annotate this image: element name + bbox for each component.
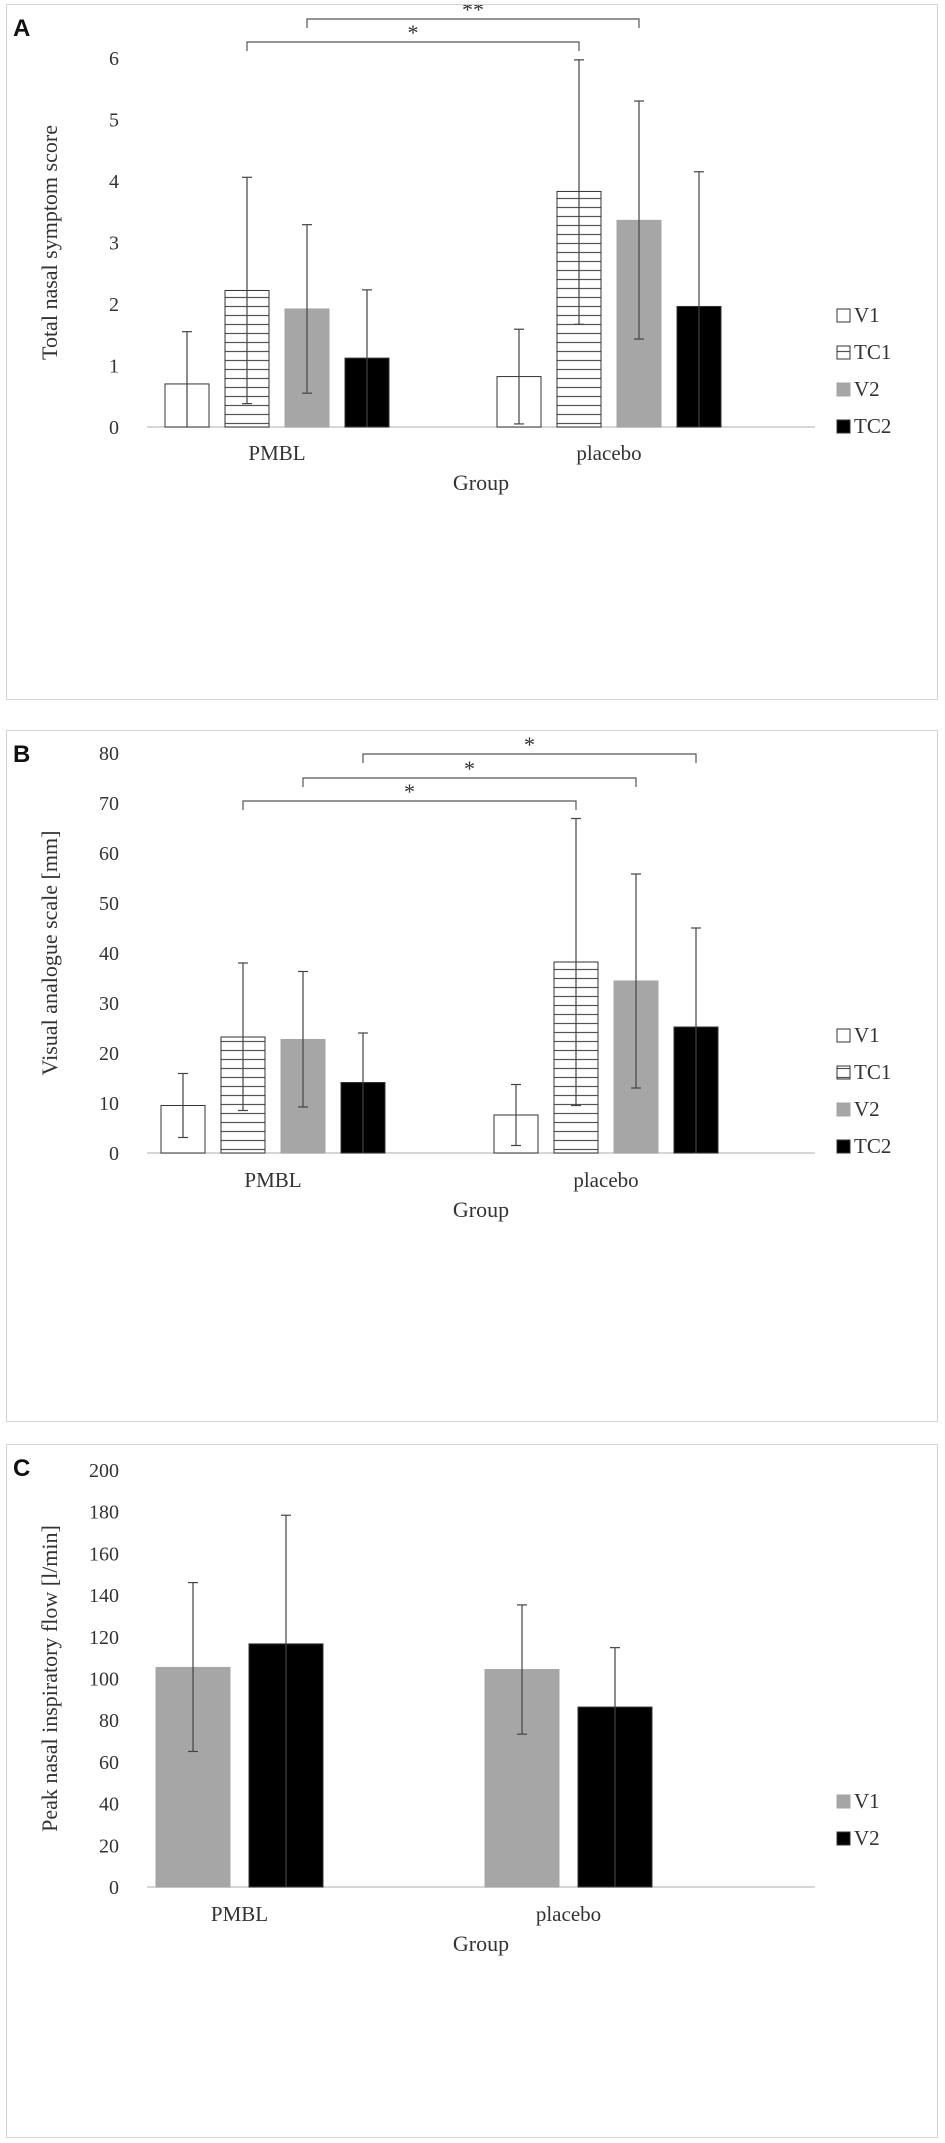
- legend-swatch-tc1: [836, 345, 851, 360]
- y-tick-label: 20: [99, 1043, 119, 1065]
- x-axis-title: Group: [453, 1931, 509, 1956]
- legend-label: TC2: [854, 1134, 891, 1158]
- category-label: placebo: [536, 1902, 601, 1926]
- legend-label: TC2: [854, 414, 891, 438]
- y-tick-label: 140: [89, 1585, 119, 1607]
- significance-bracket: [242, 800, 577, 810]
- category-label: PMBL: [211, 1902, 268, 1926]
- legend-swatch-tc2: [836, 419, 851, 434]
- category-label: placebo: [573, 1168, 638, 1192]
- y-tick-label: 1: [109, 356, 119, 378]
- legend-label: V2: [854, 1826, 880, 1850]
- y-tick-label: 4: [109, 171, 119, 193]
- y-tick-label: 6: [109, 48, 119, 70]
- y-tick-label: 2: [109, 294, 119, 316]
- significance-bracket: [306, 18, 640, 28]
- x-axis-title: Group: [453, 1197, 509, 1222]
- panel-b: B 0 10 20 30 40 50 60 70 80 PMBL placebo Group Visua…: [6, 730, 938, 1422]
- panel-letter: C: [13, 1455, 31, 1482]
- significance-bracket: [362, 753, 697, 763]
- y-tick-label: 80: [99, 743, 119, 765]
- y-axis-title: Total nasal symptom score: [37, 125, 62, 360]
- significance-label: *: [404, 779, 415, 804]
- y-tick-label: 40: [99, 1794, 119, 1816]
- legend-swatch-v1: [836, 1028, 851, 1043]
- legend-swatch-v1: [836, 1794, 851, 1809]
- legend-label: V1: [854, 1789, 880, 1813]
- y-tick-label: 120: [89, 1627, 119, 1649]
- legend-swatch-v2: [836, 1102, 851, 1117]
- panel-c: C 0 20 40 60 80 100 120 140 160 180 200 PMBL placebo…: [6, 1444, 938, 2138]
- legend-swatch-v1: [836, 308, 851, 323]
- y-tick-label: 10: [99, 1093, 119, 1115]
- significance-bracket: [302, 777, 637, 787]
- y-tick-label: 0: [109, 1143, 119, 1165]
- y-tick-label: 70: [99, 793, 119, 815]
- x-axis-title: Group: [453, 470, 509, 495]
- panel-a: A 0 1 2 3 4 5 6 PMBL placebo Group Total nasal sym…: [6, 4, 938, 700]
- category-label: placebo: [576, 441, 641, 465]
- significance-label: *: [524, 732, 535, 757]
- category-label: PMBL: [248, 441, 305, 465]
- y-tick-label: 100: [89, 1669, 119, 1691]
- y-tick-label: 5: [109, 110, 119, 132]
- legend-swatch-tc2: [836, 1139, 851, 1154]
- y-tick-label: 3: [109, 233, 119, 255]
- y-axis-title: Peak nasal inspiratory flow [l/min]: [37, 1525, 62, 1832]
- y-tick-label: 50: [99, 893, 119, 915]
- significance-label: *: [464, 756, 475, 781]
- legend-label: V1: [854, 303, 880, 327]
- y-tick-label: 20: [99, 1835, 119, 1857]
- y-tick-label: 160: [89, 1543, 119, 1565]
- y-axis-title: Visual analogue scale [mm]: [37, 831, 62, 1076]
- category-label: PMBL: [244, 1168, 301, 1192]
- panel-letter: B: [13, 741, 31, 768]
- y-tick-label: 180: [89, 1502, 119, 1524]
- y-tick-label: 60: [99, 1752, 119, 1774]
- y-tick-label: 0: [109, 417, 119, 439]
- legend-label: V2: [854, 377, 880, 401]
- chart-a: 0 1 2 3 4 5 6 PMBL placebo Group Total nasal sympt…: [37, 5, 891, 495]
- legend-label: TC1: [854, 1060, 891, 1084]
- y-tick-label: 60: [99, 843, 119, 865]
- legend-label: V2: [854, 1097, 880, 1121]
- significance-bracket: [246, 41, 580, 51]
- legend-label: TC1: [854, 340, 891, 364]
- panel-letter: A: [13, 15, 31, 42]
- significance-label: **: [462, 5, 484, 22]
- chart-b: 0 10 20 30 40 50 60 70 80 PMBL placebo Group Visual …: [37, 732, 891, 1222]
- y-tick-label: 0: [109, 1877, 119, 1899]
- y-tick-label: 200: [89, 1460, 119, 1482]
- legend-label: V1: [854, 1023, 880, 1047]
- y-tick-label: 30: [99, 993, 119, 1015]
- legend-swatch-v2: [836, 382, 851, 397]
- y-tick-label: 40: [99, 943, 119, 965]
- chart-c: 0 20 40 60 80 100 120 140 160 180 200 PMBL placebo Gr…: [37, 1460, 880, 1956]
- y-tick-label: 80: [99, 1710, 119, 1732]
- significance-label: *: [408, 20, 419, 45]
- legend-swatch-v2: [836, 1831, 851, 1846]
- legend-swatch-tc1: [836, 1065, 851, 1080]
